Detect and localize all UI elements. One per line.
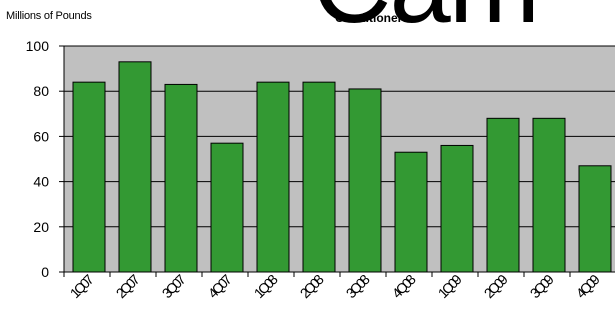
- x-tick-label: 3Q08: [343, 271, 373, 301]
- y-tick-label: 80: [33, 83, 49, 99]
- x-tick-label: 1Q09: [435, 271, 465, 301]
- x-tick-label: 4Q07: [205, 271, 235, 301]
- bar: [440, 144, 474, 273]
- x-tick-label: 2Q07: [113, 271, 143, 301]
- y-tick-label: 20: [33, 219, 49, 235]
- bar: [578, 165, 612, 273]
- y-tick-label: 0: [41, 264, 49, 280]
- chart-title: Conditioners: [335, 11, 409, 25]
- y-tick-label: 100: [26, 38, 50, 54]
- x-tick-label: 4Q08: [389, 271, 419, 301]
- y-tick-label: 60: [33, 128, 49, 144]
- x-tick-label: 4Q09: [573, 271, 603, 301]
- y-axis-label: Millions of Pounds: [6, 10, 92, 22]
- bar: [164, 83, 198, 273]
- x-tick-label: 3Q07: [159, 271, 189, 301]
- bar: [302, 81, 336, 273]
- x-tick-label: 1Q08: [251, 271, 281, 301]
- bar: [72, 81, 106, 273]
- bar: [394, 151, 428, 273]
- y-tick-label: 40: [33, 174, 49, 190]
- x-tick-label: 3Q09: [527, 271, 557, 301]
- x-tick-label: 2Q08: [297, 271, 327, 301]
- watermark-logo: Cam: [312, 0, 540, 40]
- plot-area: [64, 46, 615, 272]
- bar: [348, 88, 382, 273]
- bar: [210, 142, 244, 273]
- bar: [532, 117, 566, 273]
- bar: [256, 81, 290, 273]
- bar: [486, 117, 520, 273]
- x-tick-label: 2Q09: [481, 271, 511, 301]
- x-tick-label: 1Q07: [67, 271, 97, 301]
- bar: [118, 61, 152, 273]
